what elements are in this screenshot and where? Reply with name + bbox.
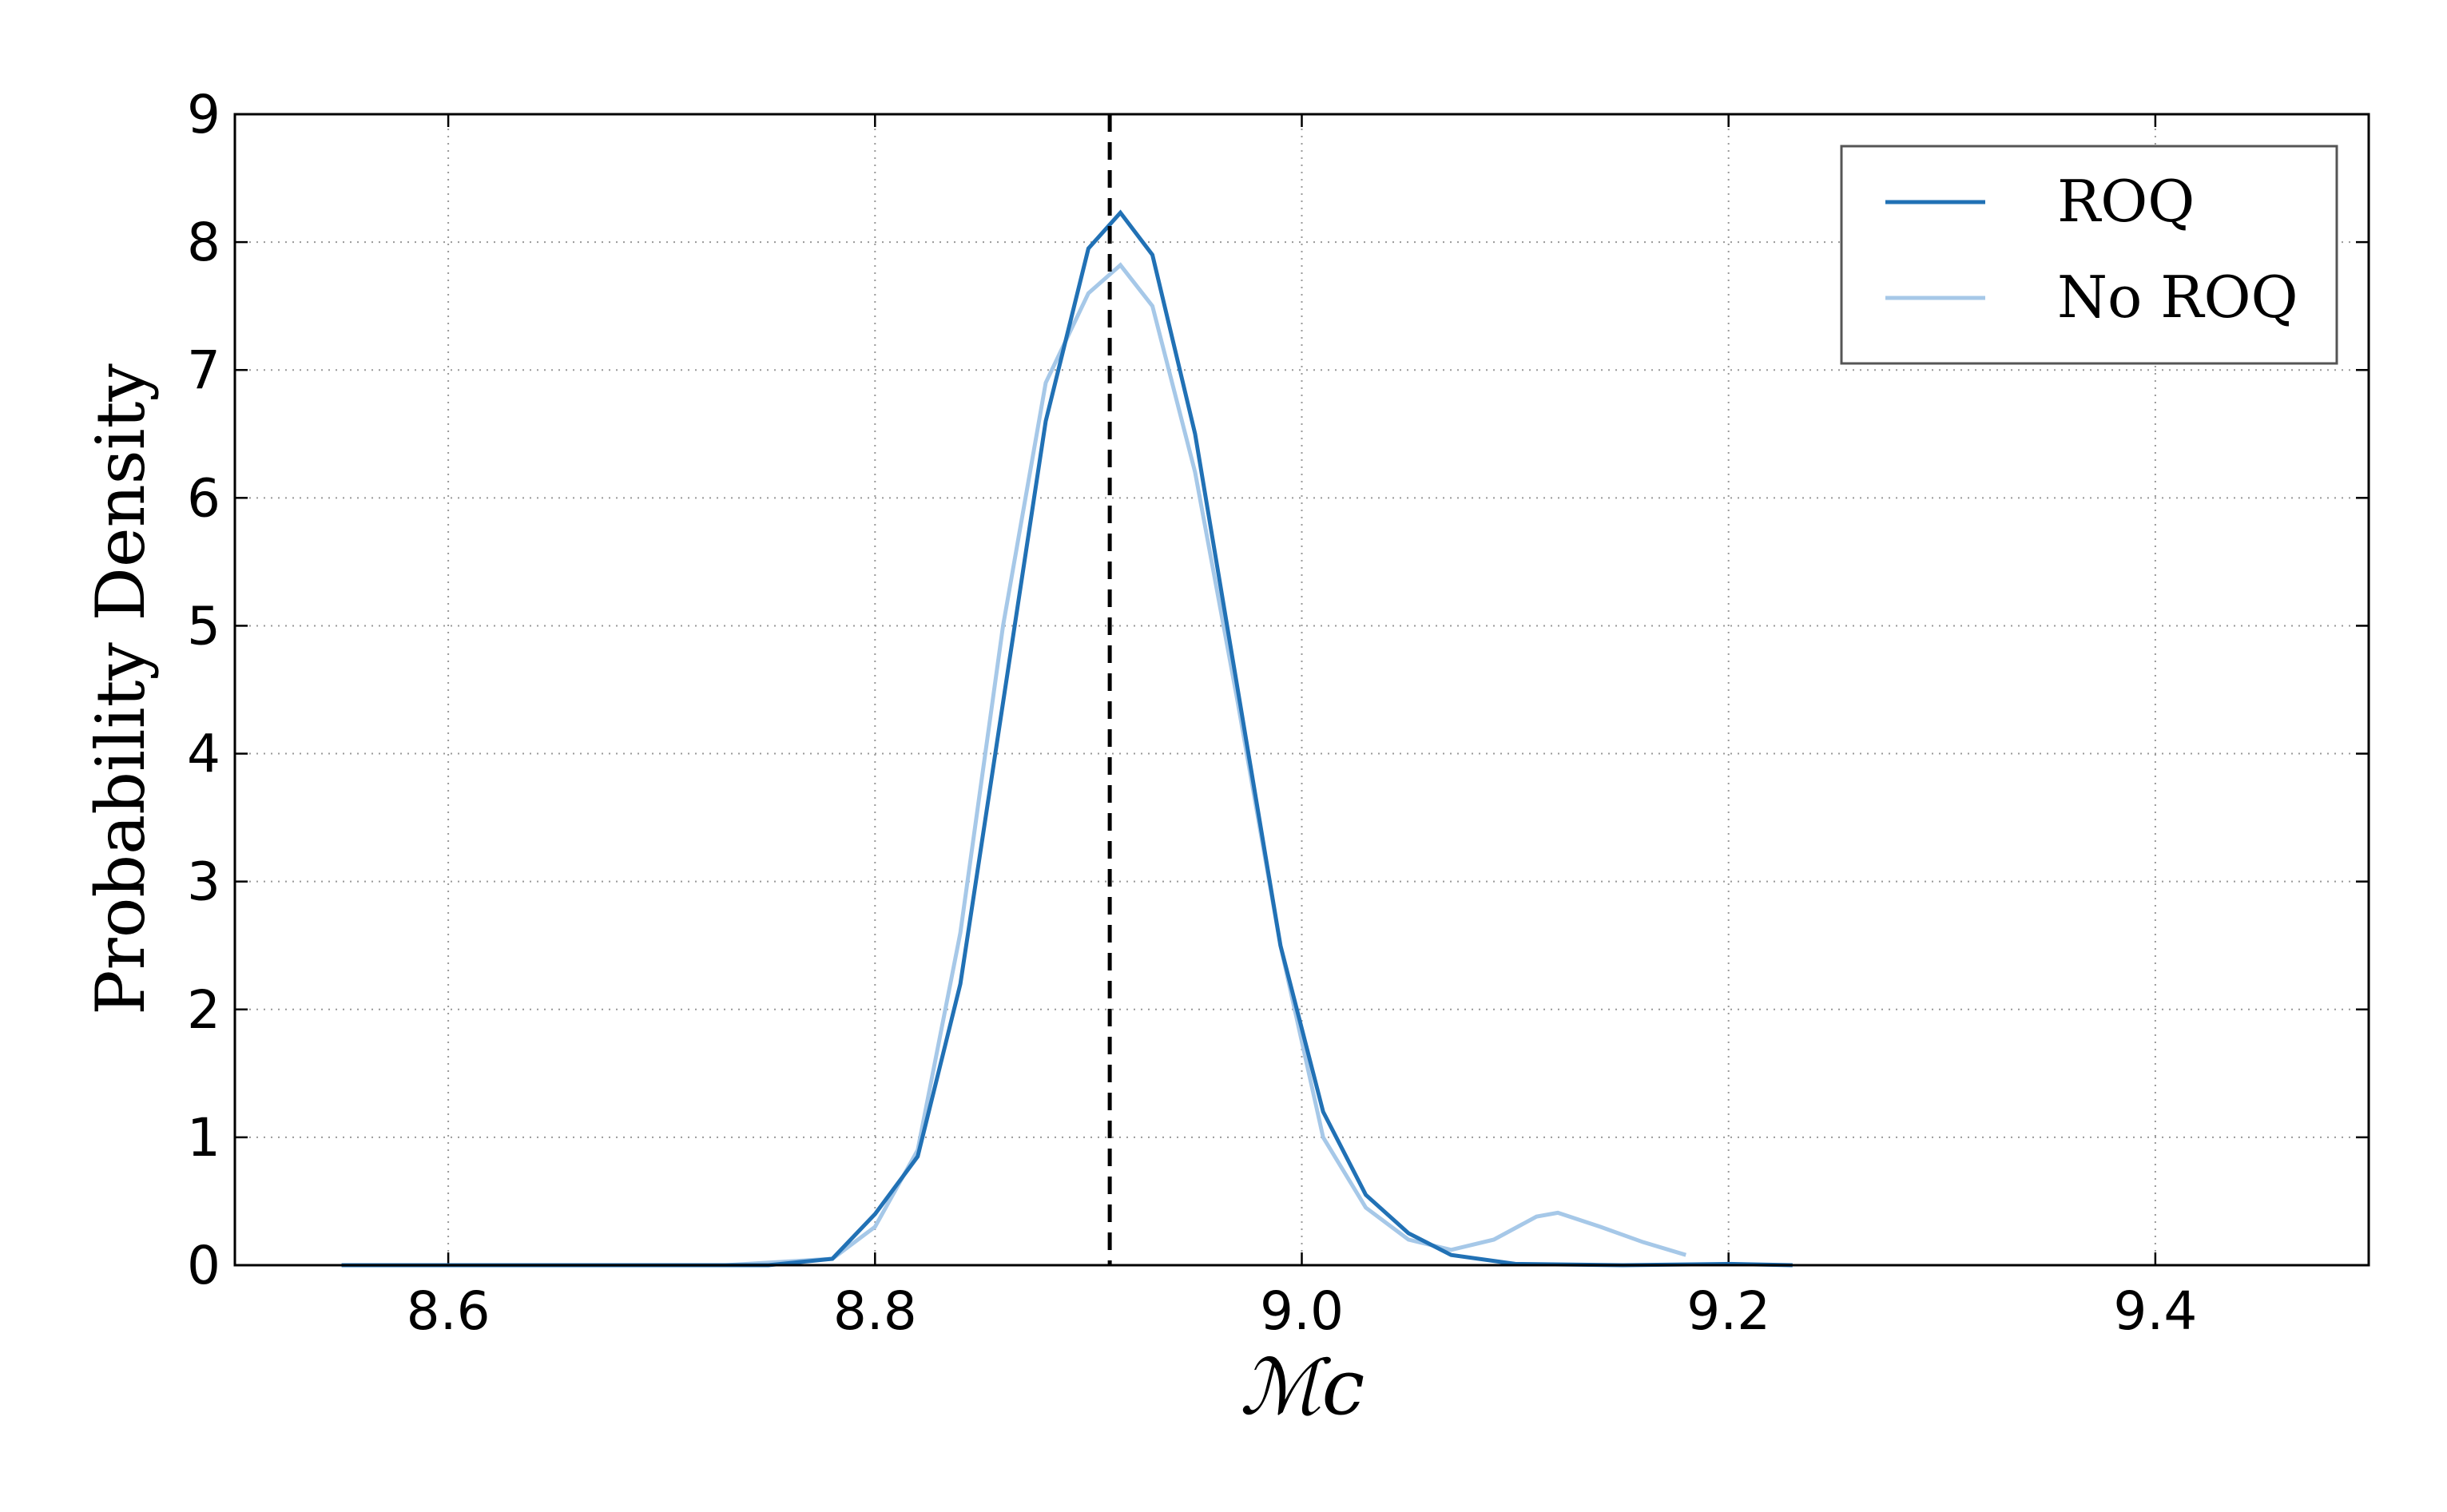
line-series	[341, 209, 1793, 1268]
y-tick-label: 1	[187, 1107, 220, 1169]
y-tick-label: 4	[187, 724, 220, 785]
y-tick-label: 2	[187, 979, 220, 1041]
y-axis-label: Probability Density	[81, 363, 160, 1015]
x-tick-label: 8.6	[407, 1280, 491, 1342]
x-tick-label: 9.2	[1686, 1280, 1770, 1342]
x-tick-label: 8.8	[833, 1280, 917, 1342]
legend-label: No ROQ	[2057, 264, 2298, 331]
legend-box	[1840, 145, 2338, 365]
y-tick-label: 0	[187, 1235, 220, 1296]
x-tick-label: 9.4	[2113, 1280, 2197, 1342]
y-tick-label: 7	[187, 339, 220, 401]
y-tick-label: 9	[187, 84, 220, 145]
y-tick-label: 6	[187, 467, 220, 529]
y-tick-label: 3	[187, 851, 220, 913]
plot-frame	[233, 113, 2370, 1267]
legend-label: ROQ	[2057, 168, 2195, 235]
y-tick-label: 5	[187, 595, 220, 657]
x-axis-label: ℳc	[1240, 1343, 1365, 1432]
line-series	[725, 262, 1686, 1268]
y-tick-label: 8	[187, 212, 220, 273]
x-tick-label: 9.0	[1260, 1280, 1344, 1342]
